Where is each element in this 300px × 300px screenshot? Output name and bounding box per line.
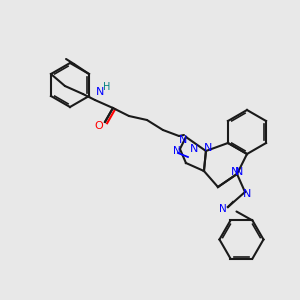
Text: N: N [235,167,243,177]
Text: N: N [173,146,181,156]
Text: N: N [204,143,212,153]
Text: N: N [243,189,251,199]
Text: O: O [94,121,103,131]
Text: N: N [179,135,187,145]
Text: H: H [103,82,111,92]
Text: N: N [231,167,239,177]
Text: N: N [219,204,227,214]
Text: N: N [96,87,104,97]
Text: N: N [190,144,198,154]
